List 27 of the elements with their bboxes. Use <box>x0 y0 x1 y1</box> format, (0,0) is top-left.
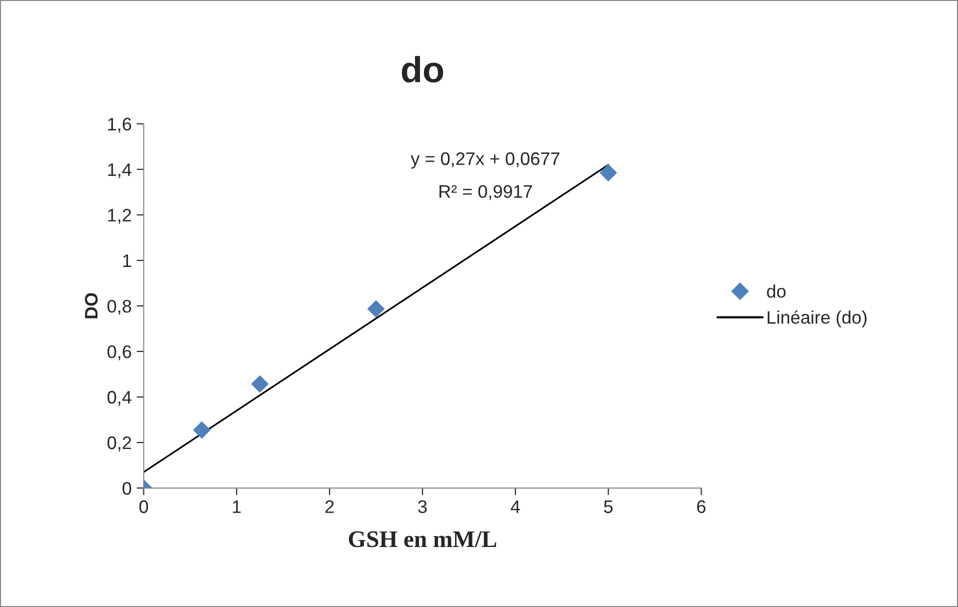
y-tick-label: 0,6 <box>108 345 132 360</box>
annotation: y = 0,27x + 0,0677 <box>410 152 560 169</box>
y-tick-label: 0,8 <box>108 300 132 315</box>
point <box>600 164 618 182</box>
y-tick-label: 0,4 <box>108 390 132 406</box>
chart-title: do <box>402 56 444 83</box>
annotation: R² = 0,9917 <box>440 185 532 200</box>
x-axis-title: GSH en mM/L <box>348 531 496 548</box>
y-tick-label: 0 <box>122 482 132 495</box>
x-tick-label: 3 <box>418 500 427 514</box>
point <box>367 300 385 318</box>
legend-label: Linéaire (do) <box>768 310 867 328</box>
x-tick-label: 6 <box>697 500 706 514</box>
point <box>251 375 269 393</box>
x-tick-label: 1 <box>232 500 241 513</box>
y-axis-title: DO <box>84 293 98 318</box>
y-tick-label: 1,2 <box>108 208 131 224</box>
x-tick-label: 2 <box>325 500 334 513</box>
x-tick-label: 5 <box>604 500 613 514</box>
x-tick-label: 4 <box>510 500 520 513</box>
y-tick-label: 1 <box>123 254 132 267</box>
point <box>192 421 211 439</box>
y-tick-label: 0,2 <box>108 436 131 452</box>
y-tick-label: 1,4 <box>108 163 132 178</box>
legend-label: do <box>767 284 786 298</box>
x-tick-label: 0 <box>139 500 148 514</box>
y-tick-label: 1,6 <box>108 118 132 133</box>
